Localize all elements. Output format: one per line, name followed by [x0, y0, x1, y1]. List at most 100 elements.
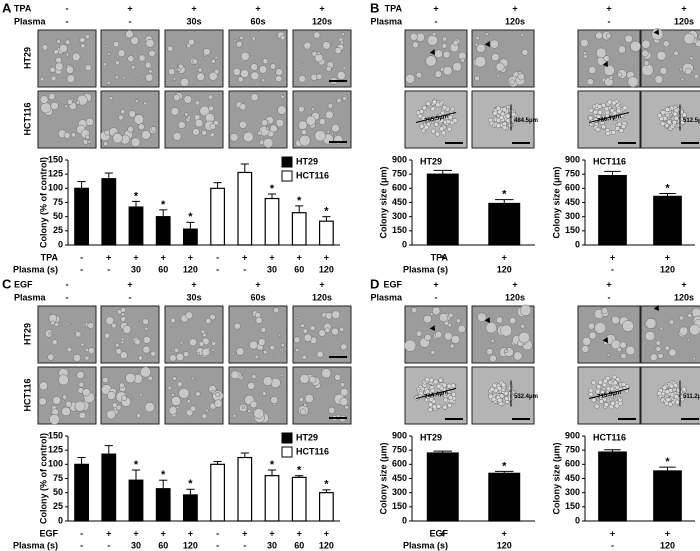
colony [504, 348, 509, 354]
cell [588, 387, 594, 393]
x-row-value: - [80, 264, 83, 274]
colony [582, 336, 592, 346]
colony [684, 67, 692, 75]
colony-closeup: 532.4μm [471, 366, 538, 425]
colony [344, 405, 349, 410]
colony [496, 316, 503, 324]
colony [125, 372, 136, 384]
colony [241, 405, 245, 409]
colony [477, 312, 487, 323]
colony [233, 39, 237, 43]
colony [175, 352, 185, 362]
cell [675, 399, 680, 405]
colony [425, 55, 437, 67]
colony [278, 333, 281, 337]
colony [208, 105, 214, 112]
colony [334, 374, 341, 381]
row-value: + [606, 3, 611, 13]
colony [430, 350, 436, 355]
colony [144, 402, 155, 413]
cell [491, 396, 497, 402]
colony [474, 42, 479, 47]
significance: * [161, 199, 166, 211]
measurement: 484.5μm [514, 118, 538, 124]
colony [668, 348, 677, 357]
y-tick-label: 100 [48, 459, 63, 469]
colony [645, 318, 657, 329]
colony [344, 50, 348, 54]
colony [178, 387, 190, 399]
colony [134, 338, 141, 346]
chart-title: HCT116 [593, 156, 626, 166]
colony [475, 35, 480, 41]
row-value: + [433, 3, 438, 13]
colony [432, 306, 441, 316]
x-row-value: - [107, 264, 110, 274]
x-row-value: 120 [183, 264, 198, 274]
cell [427, 407, 433, 413]
cell [588, 391, 594, 397]
x-row-value: + [188, 252, 193, 262]
cell [495, 105, 501, 111]
x-row-value: - [216, 264, 219, 274]
cell [505, 113, 511, 119]
colony [66, 346, 73, 353]
cell [606, 386, 611, 392]
colony [518, 331, 530, 344]
colony [197, 67, 203, 73]
micrograph [404, 29, 468, 88]
cell [447, 403, 453, 408]
colony [617, 72, 623, 78]
colony [435, 331, 443, 339]
colony [186, 399, 191, 404]
micrograph [37, 366, 97, 425]
colony [202, 332, 207, 338]
colony [48, 92, 56, 100]
colony [452, 62, 462, 72]
colony [47, 353, 55, 361]
cell [507, 385, 513, 391]
x-row-value: 120 [183, 540, 198, 550]
y-tick-label: 25 [53, 501, 63, 511]
x-row-label: TPA [41, 252, 59, 262]
cell [424, 389, 430, 394]
cell [664, 389, 670, 395]
y-tick-label: 25 [53, 225, 63, 235]
cell [424, 124, 430, 130]
bar [128, 479, 144, 522]
colony [409, 32, 418, 41]
colony [262, 391, 267, 396]
y-tick-label: 125 [48, 445, 63, 455]
colony [210, 59, 216, 64]
y-tick-label: 150 [392, 501, 407, 511]
colony [111, 322, 117, 329]
colony [434, 70, 442, 78]
colony [116, 309, 122, 315]
cell [599, 120, 605, 125]
row-value: 120s [505, 292, 525, 302]
colony [106, 409, 116, 420]
colony [50, 75, 57, 82]
cell [662, 385, 667, 391]
row-value: - [129, 292, 132, 302]
colony [644, 330, 656, 342]
y-tick-label: 50 [53, 487, 63, 497]
x-row-value: - [80, 252, 83, 262]
colony [340, 343, 348, 351]
cell [501, 107, 507, 113]
colony [192, 128, 200, 136]
colony [298, 120, 308, 130]
colony [191, 376, 195, 381]
colony [125, 29, 134, 39]
colony [683, 33, 695, 45]
colony [138, 54, 146, 62]
colony [603, 55, 610, 62]
x-row-value: - [441, 540, 444, 550]
cell [614, 403, 620, 409]
cell [436, 403, 442, 409]
colony [195, 391, 201, 397]
colony [460, 58, 466, 63]
colony [588, 66, 597, 74]
colony [509, 79, 515, 85]
measure-line [415, 112, 457, 123]
